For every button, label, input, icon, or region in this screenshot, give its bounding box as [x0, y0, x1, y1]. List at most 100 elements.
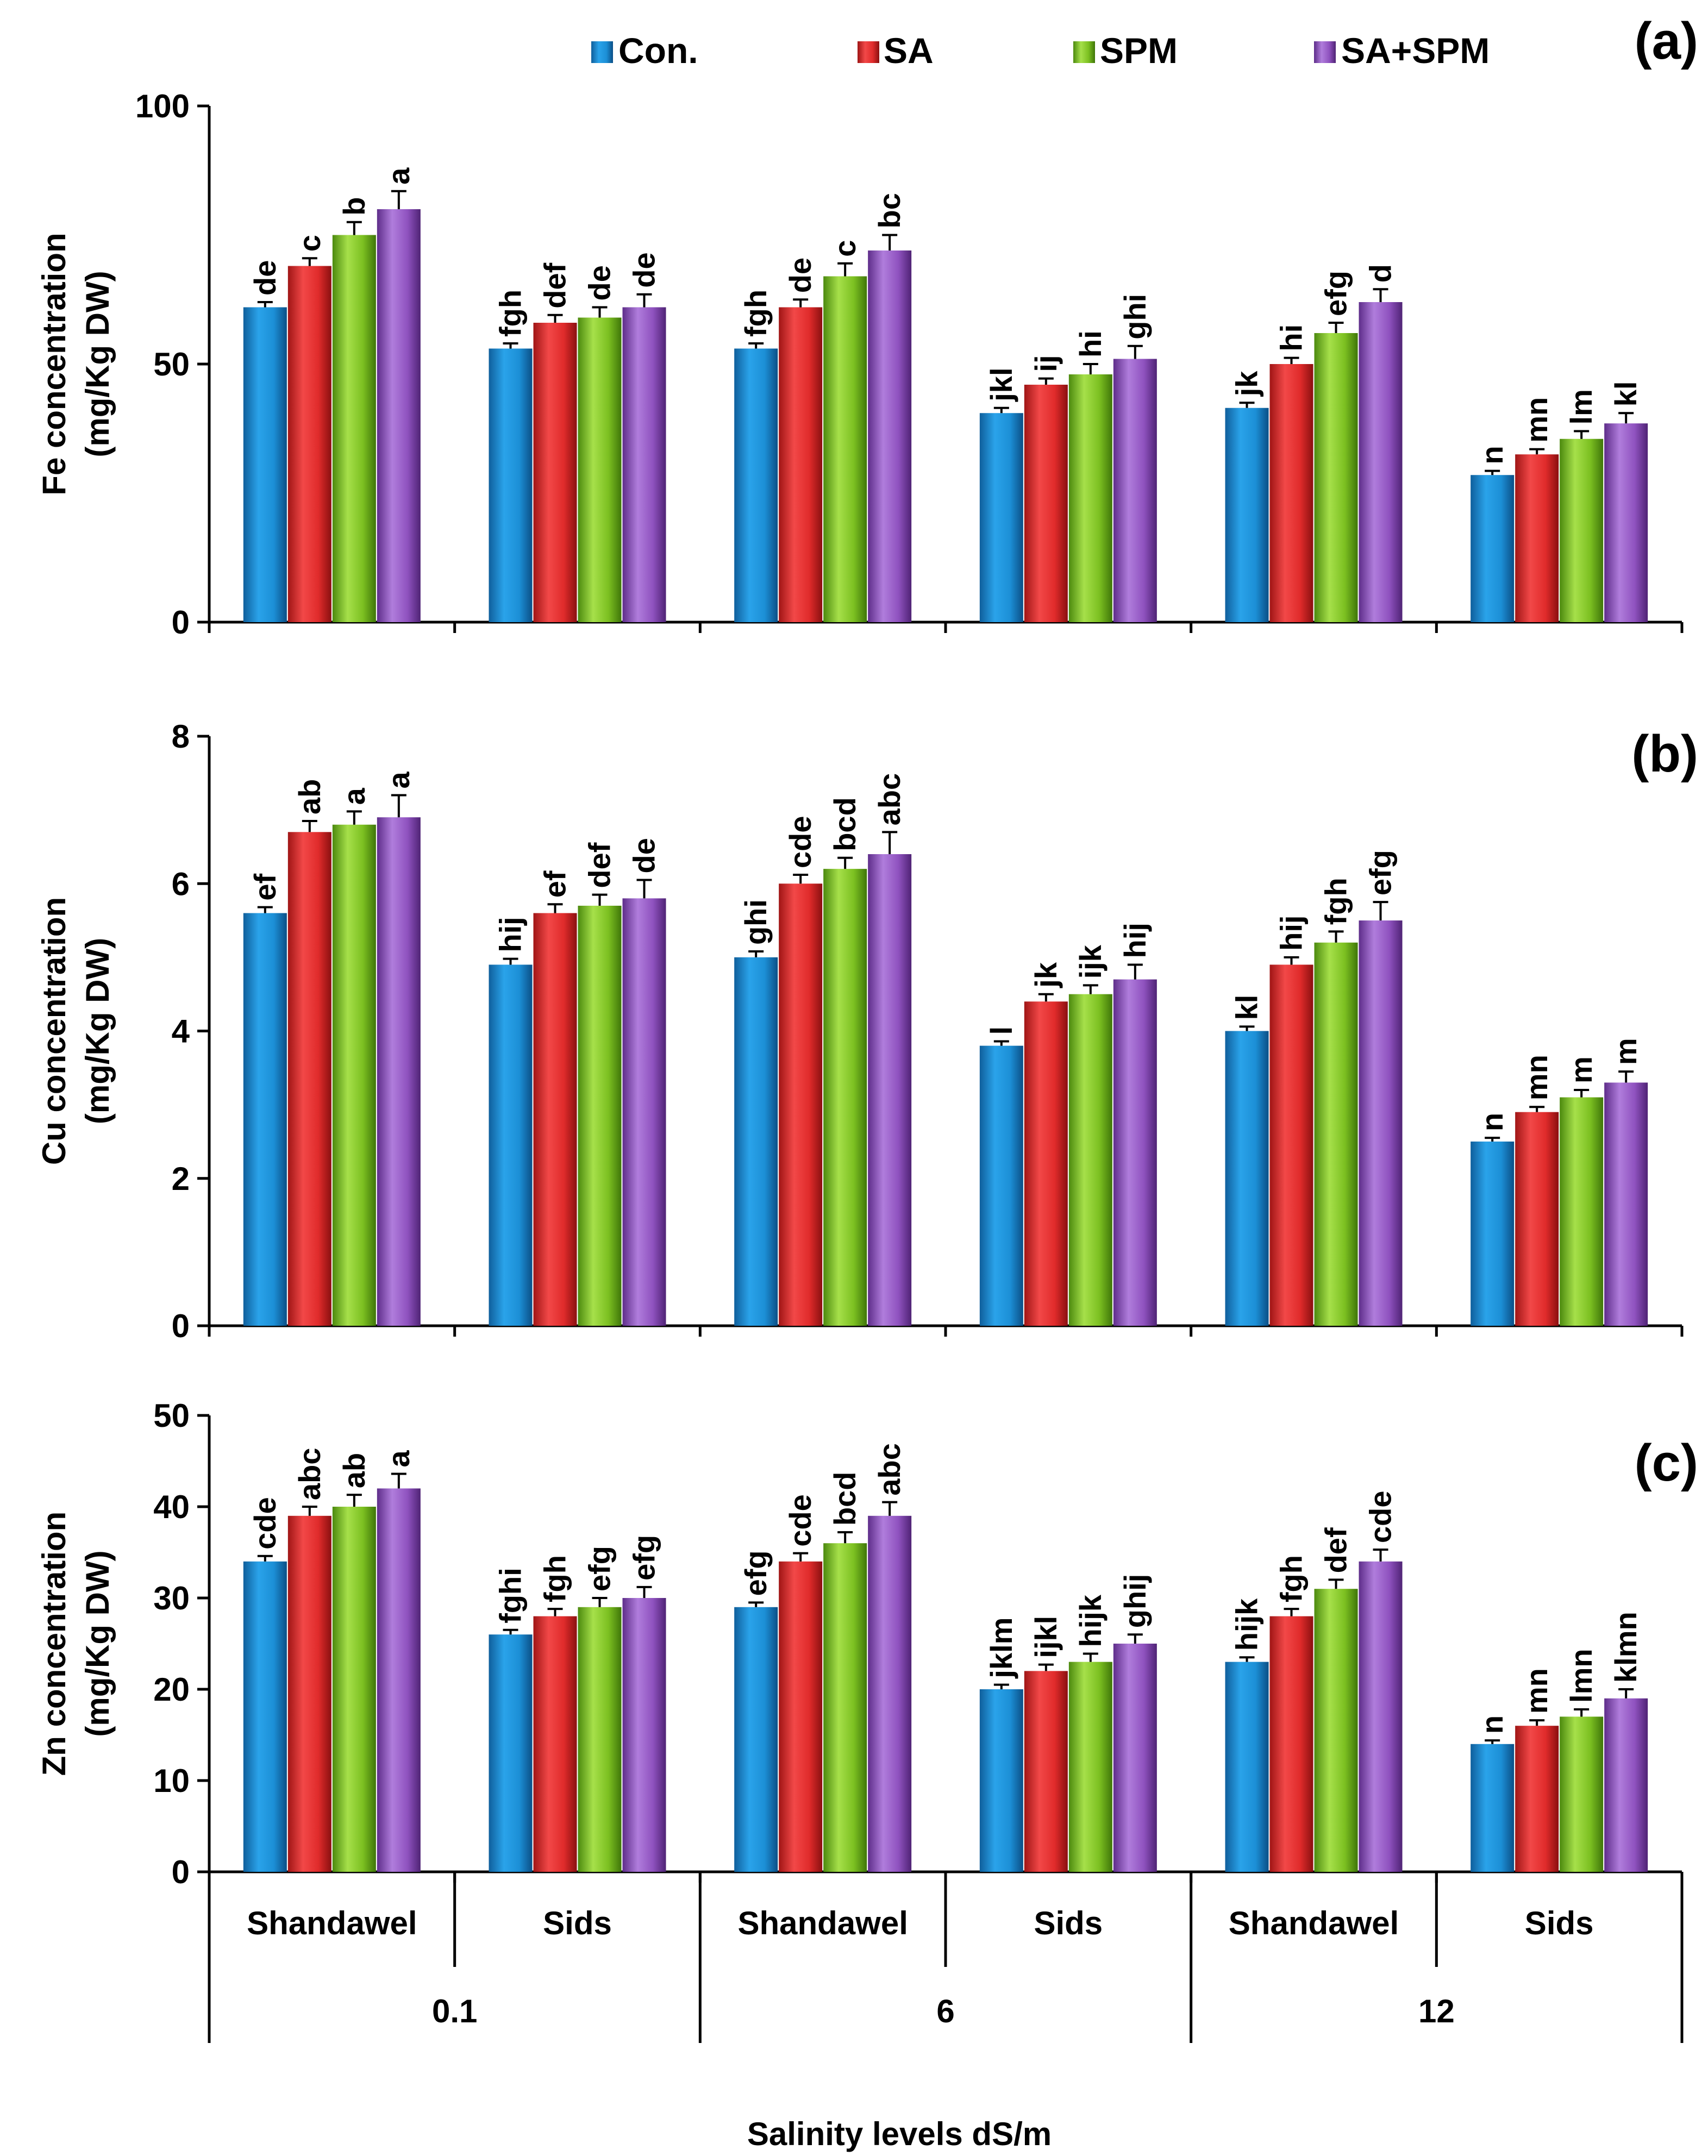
cu-bar-sa-spm	[1113, 979, 1157, 1326]
legend-label-spm: SPM	[1100, 30, 1178, 71]
zn-bar-sa-spm	[622, 1598, 666, 1872]
cu-bar-con	[489, 964, 533, 1326]
fe-bar-spm	[1560, 438, 1604, 622]
cu-bar-sa	[779, 883, 823, 1326]
fe-bar-sa	[533, 323, 577, 622]
cu-sig-letter: cde	[783, 816, 817, 868]
cu-sig-letter: mn	[1519, 1055, 1554, 1100]
zn-bar-sa-spm	[1113, 1644, 1157, 1872]
zn-sig-letter: cde	[248, 1497, 282, 1550]
fe-sig-letter: de	[583, 265, 617, 300]
cu-sig-letter: ef	[538, 870, 572, 898]
cu-panel-label: (b)	[1631, 725, 1698, 783]
cu-y-tick-label: 2	[172, 1161, 190, 1197]
zn-bar-spm	[1560, 1716, 1604, 1872]
fe-sig-letter: def	[538, 262, 572, 308]
cu-sig-letter: m	[1564, 1056, 1598, 1083]
fe-sig-letter: d	[1363, 264, 1398, 283]
zn-sig-letter: cde	[783, 1494, 817, 1547]
zn-sig-letter: fgh	[1274, 1555, 1309, 1602]
zn-y-tick-label: 0	[172, 1854, 190, 1890]
fe-sig-letter: lm	[1564, 389, 1598, 424]
fe-bar-sa	[1515, 454, 1559, 622]
legend-swatch-sa	[858, 41, 879, 63]
cu-bar-sa-spm	[377, 817, 421, 1326]
fe-sig-letter: hi	[1274, 324, 1309, 352]
zn-sig-letter: hijk	[1230, 1598, 1264, 1651]
zn-bar-con	[489, 1634, 533, 1872]
fe-bar-con	[734, 348, 778, 622]
zn-sig-letter: fghi	[493, 1568, 528, 1624]
fe-sig-letter: jk	[1230, 371, 1264, 397]
cu-bar-spm	[1314, 942, 1358, 1326]
zn-sig-letter: efg	[627, 1535, 661, 1581]
cu-y-tick-label: 4	[172, 1013, 190, 1050]
cu-bar-con	[734, 957, 778, 1326]
zn-bar-con	[979, 1689, 1023, 1872]
zn-sig-letter: efg	[583, 1546, 617, 1591]
zn-bar-con	[1471, 1744, 1515, 1872]
fe-sig-letter: de	[248, 260, 282, 296]
zn-sig-letter: a	[381, 1450, 416, 1468]
salinity-level-label: 0.1	[432, 1993, 477, 2029]
fe-sig-letter: jkl	[984, 367, 1018, 402]
legend-label-sa: SA	[884, 30, 934, 71]
cu-sig-letter: ghi	[739, 899, 773, 945]
fe-bar-con	[489, 348, 533, 622]
fe-sig-letter: efg	[1319, 271, 1353, 316]
fe-y-tick-label: 100	[135, 88, 190, 124]
cu-bar-sa	[1024, 1001, 1068, 1326]
cu-bar-con	[1225, 1031, 1269, 1326]
zn-bar-spm	[1314, 1589, 1358, 1872]
cu-bar-con	[979, 1045, 1023, 1326]
zn-y-label-line2: (mg/Kg DW)	[79, 1550, 116, 1737]
fe-sig-letter: b	[337, 197, 371, 216]
cu-bar-spm	[332, 824, 376, 1326]
legend: Con. SA SPM SA+SPM	[591, 30, 1490, 71]
fe-sig-letter: hi	[1073, 330, 1108, 358]
cu-sig-letter: efg	[1363, 850, 1398, 895]
fe-bar-sa	[779, 307, 823, 622]
cu-sig-letter: l	[984, 1026, 1018, 1035]
zn-y-label-line1: Zn concentration	[36, 1512, 72, 1776]
zn-bar-sa-spm	[1604, 1698, 1648, 1872]
fe-bar-spm	[1068, 374, 1112, 622]
cu-y-tick-label: 0	[172, 1308, 190, 1344]
cu-sig-letter: ijk	[1073, 944, 1108, 979]
cu-bar-sa	[533, 913, 577, 1326]
fe-sig-letter: ij	[1029, 355, 1063, 372]
fe-y-tick-label: 0	[172, 604, 190, 641]
x-axis-label: Salinity levels dS/m	[747, 2116, 1052, 2152]
zn-y-tick-label: 20	[153, 1671, 190, 1708]
fe-y-label-line2: (mg/Kg DW)	[79, 271, 116, 457]
zn-bar-spm	[332, 1507, 376, 1872]
legend-swatch-spm	[1073, 41, 1095, 63]
cu-bar-con	[243, 913, 287, 1326]
zn-bar-con	[1225, 1662, 1269, 1872]
cu-sig-letter: ab	[292, 779, 327, 814]
legend-swatch-sa-spm	[1314, 41, 1336, 63]
cu-y-tick-label: 8	[172, 718, 190, 755]
zn-bar-sa	[1515, 1726, 1559, 1872]
zn-bar-sa-spm	[868, 1515, 912, 1872]
zn-sig-letter: ab	[337, 1453, 371, 1488]
legend-item-con: Con.	[591, 30, 698, 71]
zn-bar-spm	[823, 1543, 867, 1872]
fe-bar-sa	[287, 266, 331, 622]
fe-bar-sa	[1024, 385, 1068, 622]
category-label-sids: Sids	[543, 1905, 612, 1941]
fe-bar-sa-spm	[377, 209, 421, 622]
fe-bar-con	[1225, 408, 1269, 622]
zn-sig-letter: ghij	[1118, 1574, 1152, 1628]
category-label-shandawel: Shandawel	[737, 1905, 908, 1941]
cu-sig-letter: fgh	[1319, 878, 1353, 925]
zn-bar-sa	[1269, 1616, 1313, 1872]
cu-sig-letter: ef	[248, 874, 282, 901]
fe-sig-letter: fgh	[739, 290, 773, 337]
fe-sig-letter: c	[828, 240, 862, 257]
salinity-level-label: 6	[936, 1993, 954, 2029]
cu-sig-letter: hij	[493, 917, 528, 952]
fe-bar-sa-spm	[1604, 423, 1648, 622]
cu-bar-sa	[287, 832, 331, 1326]
